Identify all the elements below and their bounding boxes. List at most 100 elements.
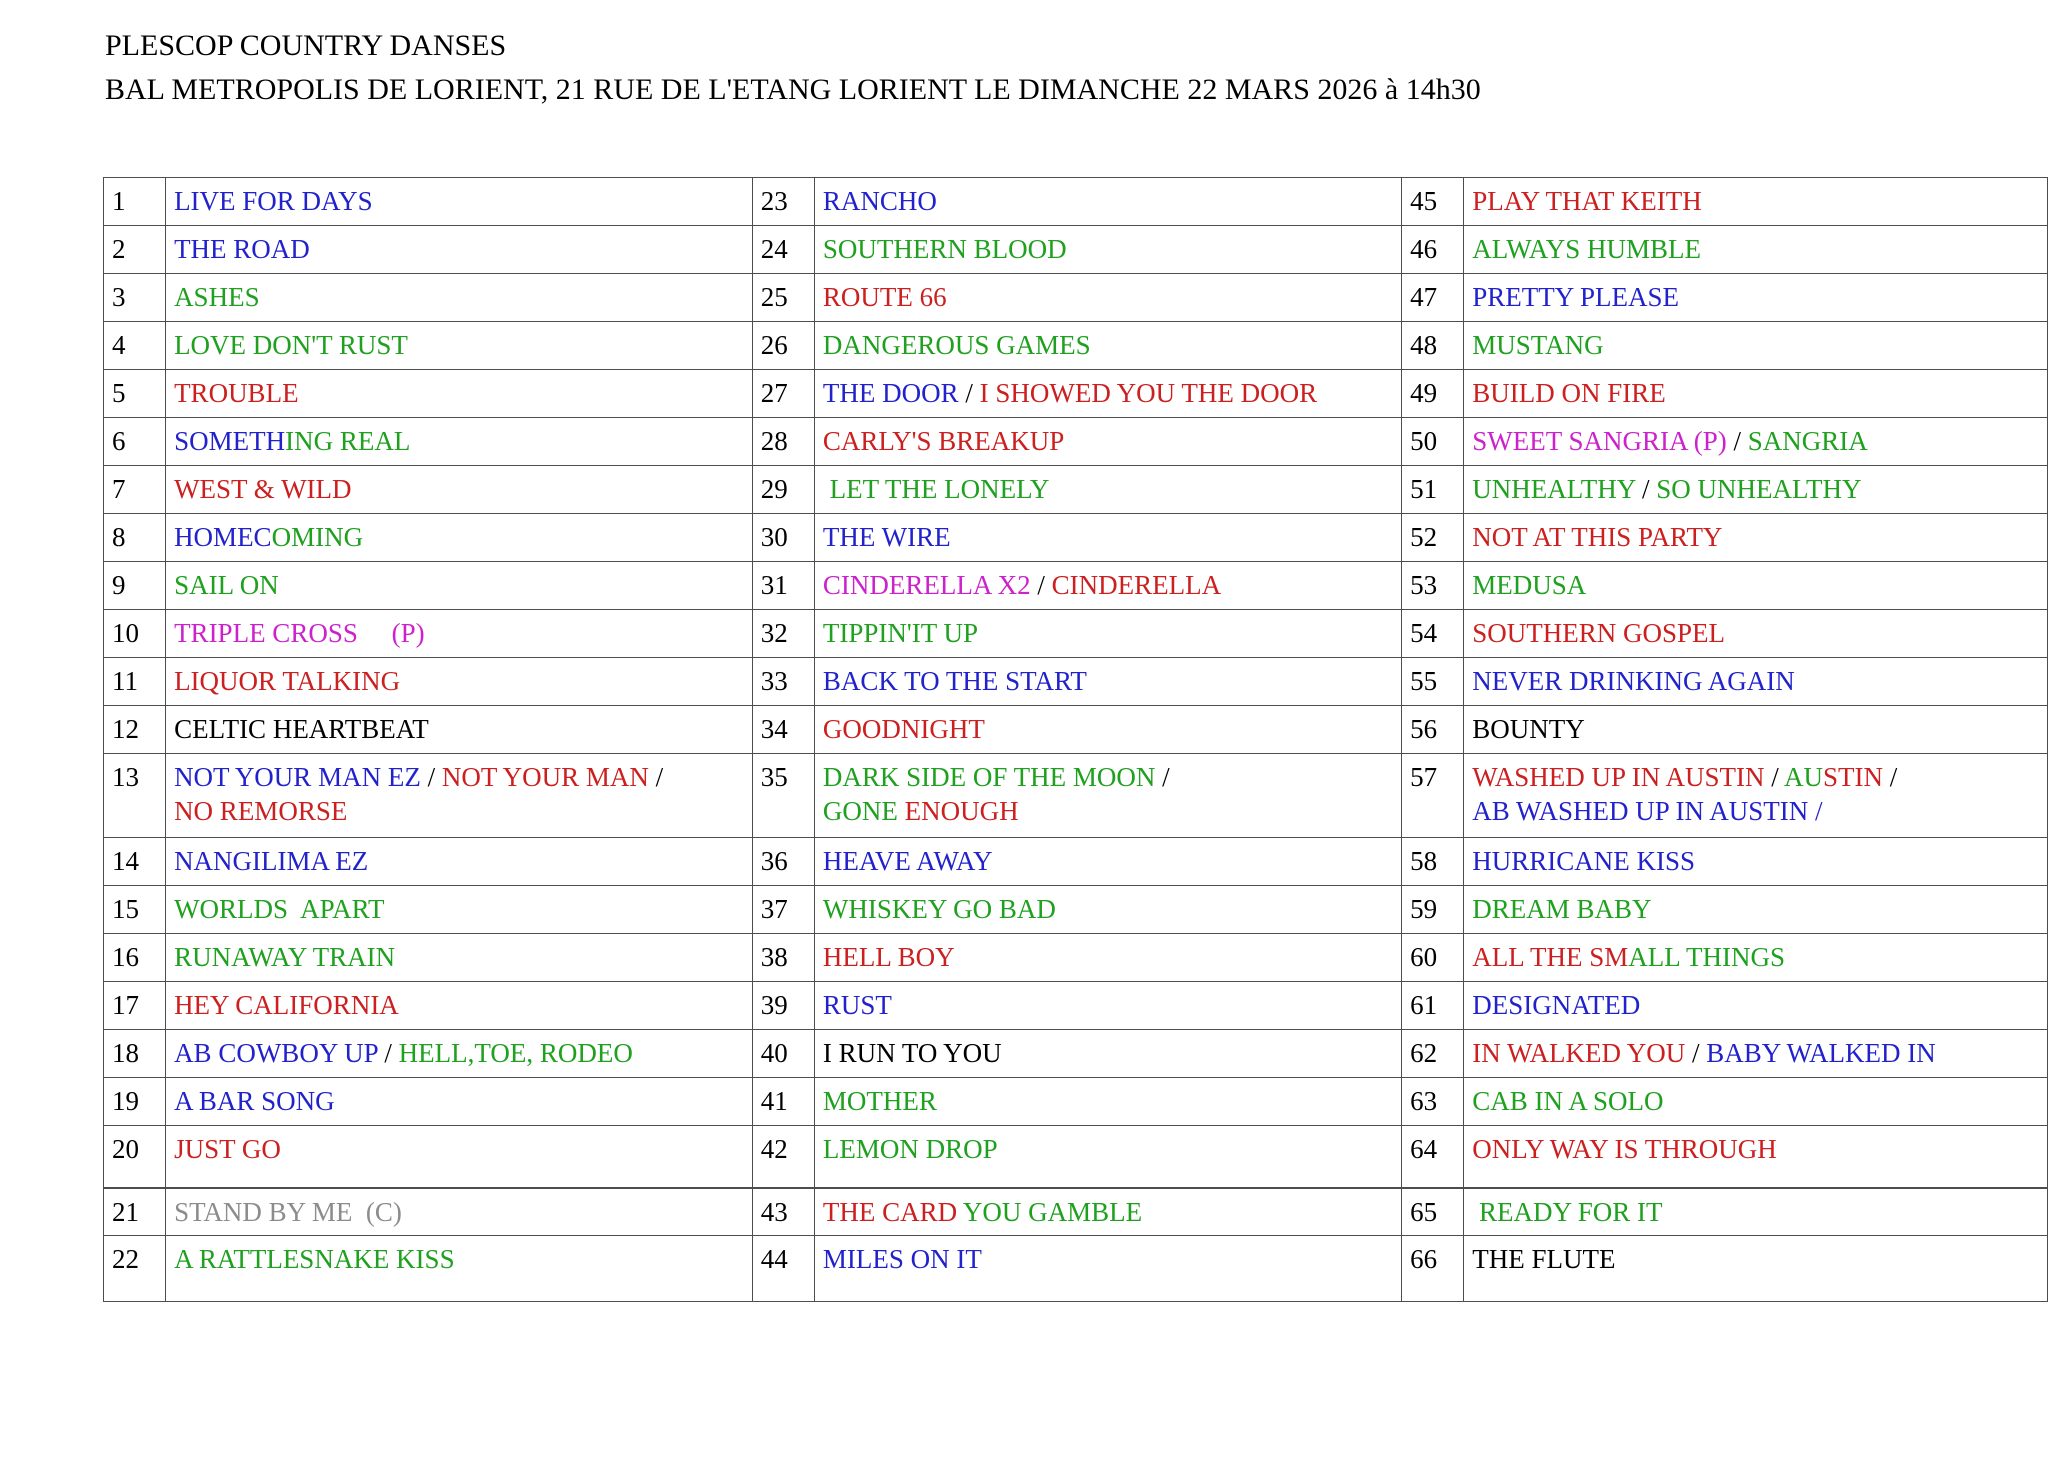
song-title-segment: SWEET SANGRIA (P) xyxy=(1472,426,1727,456)
song-title-cell: NOT AT THIS PARTY xyxy=(1463,513,2048,562)
song-title-cell: DARK SIDE OF THE MOON / GONE ENOUGH xyxy=(813,753,1403,838)
song-title-segment: MEDUSA xyxy=(1472,570,1587,600)
row-number-cell: 48 xyxy=(1401,321,1465,370)
song-title-segment: NO REMORSE xyxy=(174,796,348,826)
song-title-segment: DANGEROUS GAMES xyxy=(822,330,1091,360)
song-title-segment: NOT YOUR MAN xyxy=(441,762,649,792)
row-number-cell: 18 xyxy=(102,1029,167,1078)
row-number-cell: 64 xyxy=(1401,1125,1465,1188)
song-title-cell: A BAR SONG xyxy=(165,1077,753,1126)
table-row: 7 WEST & WILD 29 LET THE LONELY 51 UNHEALTHY… xyxy=(102,465,2048,514)
song-title-segment: NOT AT THIS PARTY xyxy=(1472,522,1723,552)
song-title-segment: TRIPLE CROSS (P) xyxy=(174,618,425,648)
row-number-cell: 38 xyxy=(751,933,815,982)
song-title-segment: I RUN TO YOU xyxy=(822,1038,1002,1068)
song-title-cell: HOMECOMING xyxy=(165,513,753,562)
song-title-segment: TROUBLE xyxy=(174,378,299,408)
song-title-segment: IN WALKED YOU xyxy=(1472,1038,1686,1068)
song-title-cell: MOTHER xyxy=(813,1077,1403,1126)
song-title-cell: WEST & WILD xyxy=(165,465,753,514)
song-title-cell: THE DOOR / I SHOWED YOU THE DOOR xyxy=(813,369,1403,418)
song-title-cell: NANGILIMA EZ xyxy=(165,837,753,886)
song-title-cell: HEY CALIFORNIA xyxy=(165,981,753,1030)
song-title-segment: / xyxy=(377,1038,399,1068)
song-title-cell: WASHED UP IN AUSTIN / AUSTIN / AB WASHED … xyxy=(1463,753,2048,838)
row-number-cell: 25 xyxy=(751,273,815,322)
table-row: 14 NANGILIMA EZ 36 HEAVE AWAY 58 HURRICANE KI… xyxy=(102,837,2048,886)
song-title-segment: GOODNIGHT xyxy=(822,714,985,744)
song-title-segment: / xyxy=(648,762,664,792)
song-title-cell: BACK TO THE START xyxy=(813,657,1403,706)
row-number-cell: 28 xyxy=(751,417,815,466)
row-number-cell: 24 xyxy=(751,225,815,274)
song-title-segment: ONLY WAY IS THROUGH xyxy=(1472,1134,1777,1164)
song-title-cell: ONLY WAY IS THROUGH xyxy=(1463,1125,2048,1188)
song-title-segment: JUST GO xyxy=(174,1134,281,1164)
table-row: 18 AB COWBOY UP / HELL,TOE, RODEO 40 I RUN … xyxy=(102,1029,2048,1078)
song-title-cell: HURRICANE KISS xyxy=(1463,837,2048,886)
song-title-segment: CAB IN A SOLO xyxy=(1472,1086,1664,1116)
table-row: 6 SOMETHING REAL 28 CARLY'S BREAKUP 50 SWEET … xyxy=(102,417,2048,466)
song-title-segment: BUILD ON FIRE xyxy=(1472,378,1666,408)
table-row: 20 JUST GO 42 LEMON DROP 64 ONLY WAY IS THROU… xyxy=(102,1125,2048,1188)
song-title-segment: LET THE LONELY xyxy=(822,474,1050,504)
song-title-cell: THE FLUTE xyxy=(1463,1235,2048,1302)
row-number-cell: 15 xyxy=(102,885,167,934)
row-number-cell: 23 xyxy=(751,177,815,226)
song-title-segment: WORLDS APART xyxy=(174,894,385,924)
row-number-cell: 47 xyxy=(1401,273,1465,322)
song-title-segment: / xyxy=(1883,762,1898,792)
song-title-segment: / xyxy=(958,378,980,408)
song-title-segment: STAND BY ME (C) xyxy=(174,1196,402,1227)
song-title-segment: RUNAWAY TRAIN xyxy=(174,942,396,972)
song-title-segment: YOU GAMBLE xyxy=(962,1196,1143,1227)
song-title-cell: THE ROAD xyxy=(165,225,753,274)
song-title-segment: NOT YOUR MAN EZ xyxy=(174,762,421,792)
row-number-cell: 1 xyxy=(102,177,167,226)
row-number-cell: 6 xyxy=(102,417,167,466)
song-title-segment: I SHOWED YOU THE DOOR xyxy=(979,378,1318,408)
row-number-cell: 14 xyxy=(102,837,167,886)
row-number-cell: 53 xyxy=(1401,561,1465,610)
song-title-segment: DESIGNATED xyxy=(1472,990,1641,1020)
song-title-segment: / xyxy=(1726,426,1748,456)
song-title-cell: LET THE LONELY xyxy=(813,465,1403,514)
row-number-cell: 4 xyxy=(102,321,167,370)
row-number-cell: 29 xyxy=(751,465,815,514)
row-number-cell: 43 xyxy=(751,1186,815,1236)
song-title-segment: THE FLUTE xyxy=(1472,1244,1616,1274)
row-number-cell: 27 xyxy=(751,369,815,418)
song-title-segment: BACK TO THE START xyxy=(822,666,1087,696)
song-title-segment: WHISKEY GO BAD xyxy=(822,894,1056,924)
song-title-cell: DESIGNATED xyxy=(1463,981,2048,1030)
page-title-line2: BAL METROPOLIS DE LORIENT, 21 RUE DE L'E… xyxy=(105,72,1481,106)
table-row: 5 TROUBLE 27 THE DOOR / I SHOWED YOU THE DO… xyxy=(102,369,2048,418)
song-title-segment: SAIL ON xyxy=(174,570,279,600)
row-number-cell: 63 xyxy=(1401,1077,1465,1126)
song-title-segment: CINDERELLA xyxy=(1051,570,1222,600)
song-title-segment: SO UNHEALTHY xyxy=(1656,474,1862,504)
song-title-cell: HEAVE AWAY xyxy=(813,837,1403,886)
row-number-cell: 40 xyxy=(751,1029,815,1078)
row-number-cell: 13 xyxy=(102,753,167,838)
song-title-segment: SOUTHERN BLOOD xyxy=(822,234,1067,264)
table-row: 4 LOVE DON'T RUST 26 DANGEROUS GAMES 48 MUSTA… xyxy=(102,321,2048,370)
song-title-cell: LOVE DON'T RUST xyxy=(165,321,753,370)
row-number-cell: 5 xyxy=(102,369,167,418)
row-number-cell: 56 xyxy=(1401,705,1465,754)
song-title-segment: ROUTE 66 xyxy=(822,282,947,312)
song-title-cell: TROUBLE xyxy=(165,369,753,418)
table-row: 8 HOMECOMING 30 THE WIRE 52 NOT AT THIS PARTY xyxy=(102,513,2048,562)
row-number-cell: 36 xyxy=(751,837,815,886)
row-number-cell: 65 xyxy=(1401,1186,1465,1236)
row-number-cell: 2 xyxy=(102,225,167,274)
song-title-segment: MOTHER xyxy=(822,1086,937,1116)
page-title: PLESCOP COUNTRY DANSES BAL METROPOLIS DE… xyxy=(105,24,2048,111)
song-title-segment: MILES ON IT xyxy=(822,1244,982,1274)
song-title-cell: ALWAYS HUMBLE xyxy=(1463,225,2048,274)
song-title-cell: CAB IN A SOLO xyxy=(1463,1077,2048,1126)
row-number-cell: 46 xyxy=(1401,225,1465,274)
table-row: 3 ASHES 25 ROUTE 66 47 PRETTY PLEASE xyxy=(102,273,2048,322)
song-title-segment: LIVE FOR DAYS xyxy=(174,186,373,216)
song-title-segment: WASHED UP IN AUSTIN xyxy=(1472,762,1765,792)
